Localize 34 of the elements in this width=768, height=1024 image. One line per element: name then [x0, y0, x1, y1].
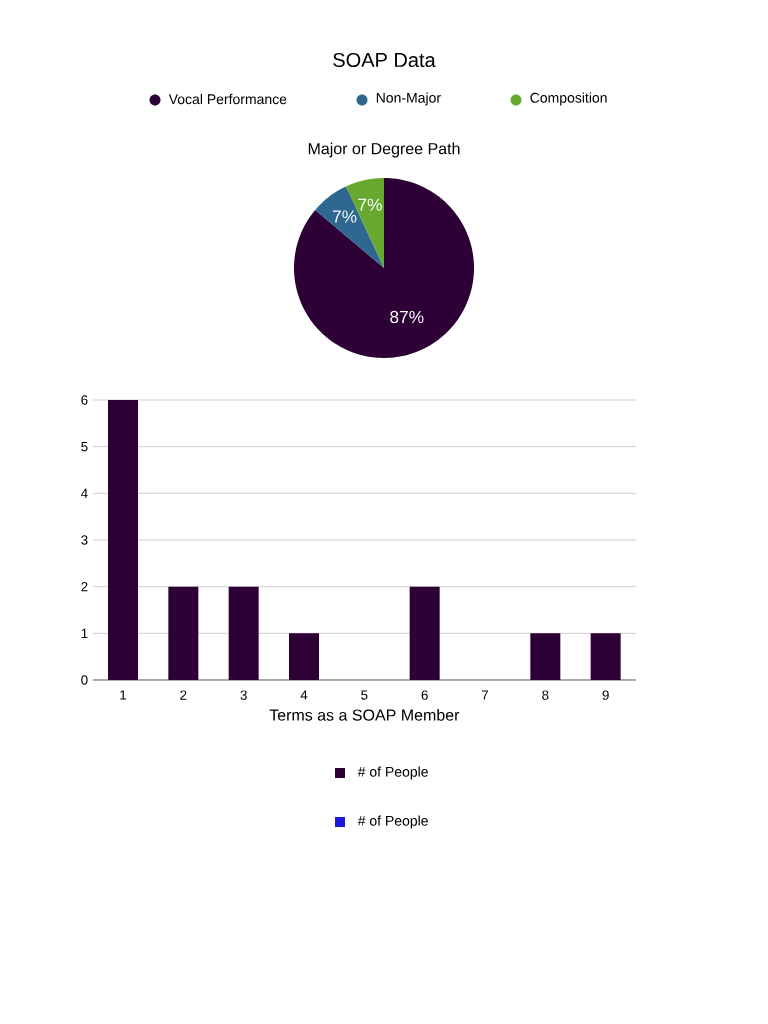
bar	[409, 586, 440, 680]
x-tick-label: 5	[361, 690, 368, 700]
bar	[530, 633, 561, 680]
legend-label: Composition	[530, 92, 607, 106]
legend-label: Non-Major	[376, 92, 441, 106]
x-tick-label: 9	[602, 690, 609, 700]
bar	[289, 633, 319, 680]
data-label: 7%	[332, 210, 357, 223]
y-tick-label: 4	[81, 488, 88, 498]
text: Major or Degree Path	[308, 142, 460, 158]
x-axis-title: Terms as a SOAP Member	[269, 709, 460, 721]
bar	[228, 586, 259, 680]
x-tick-label: 2	[180, 690, 187, 700]
y-tick-label: 3	[81, 535, 88, 545]
y-tick-label: 5	[81, 442, 88, 452]
data-label: 7%	[358, 198, 382, 211]
legend-label: Vocal Performance	[168, 93, 287, 105]
y-tick-label: 2	[81, 582, 88, 592]
y-tick-label: 0	[81, 675, 88, 685]
x-tick-label: 6	[421, 690, 428, 700]
y-tick-label: 6	[81, 395, 88, 405]
bar	[168, 586, 199, 680]
y-tick-label: 1	[81, 628, 88, 638]
legend-label: # of People	[357, 766, 428, 780]
chart-title: SOAP Data	[333, 52, 436, 68]
x-tick-label: 1	[120, 690, 127, 700]
legend-label: # of People	[357, 815, 428, 829]
bar	[108, 400, 138, 680]
x-tick-label: 4	[300, 690, 308, 700]
x-tick-label: 3	[240, 690, 247, 700]
x-tick-label: 7	[481, 690, 489, 700]
data-label: 87%	[390, 310, 424, 324]
x-tick-label: 8	[542, 690, 549, 700]
bar	[590, 633, 621, 680]
